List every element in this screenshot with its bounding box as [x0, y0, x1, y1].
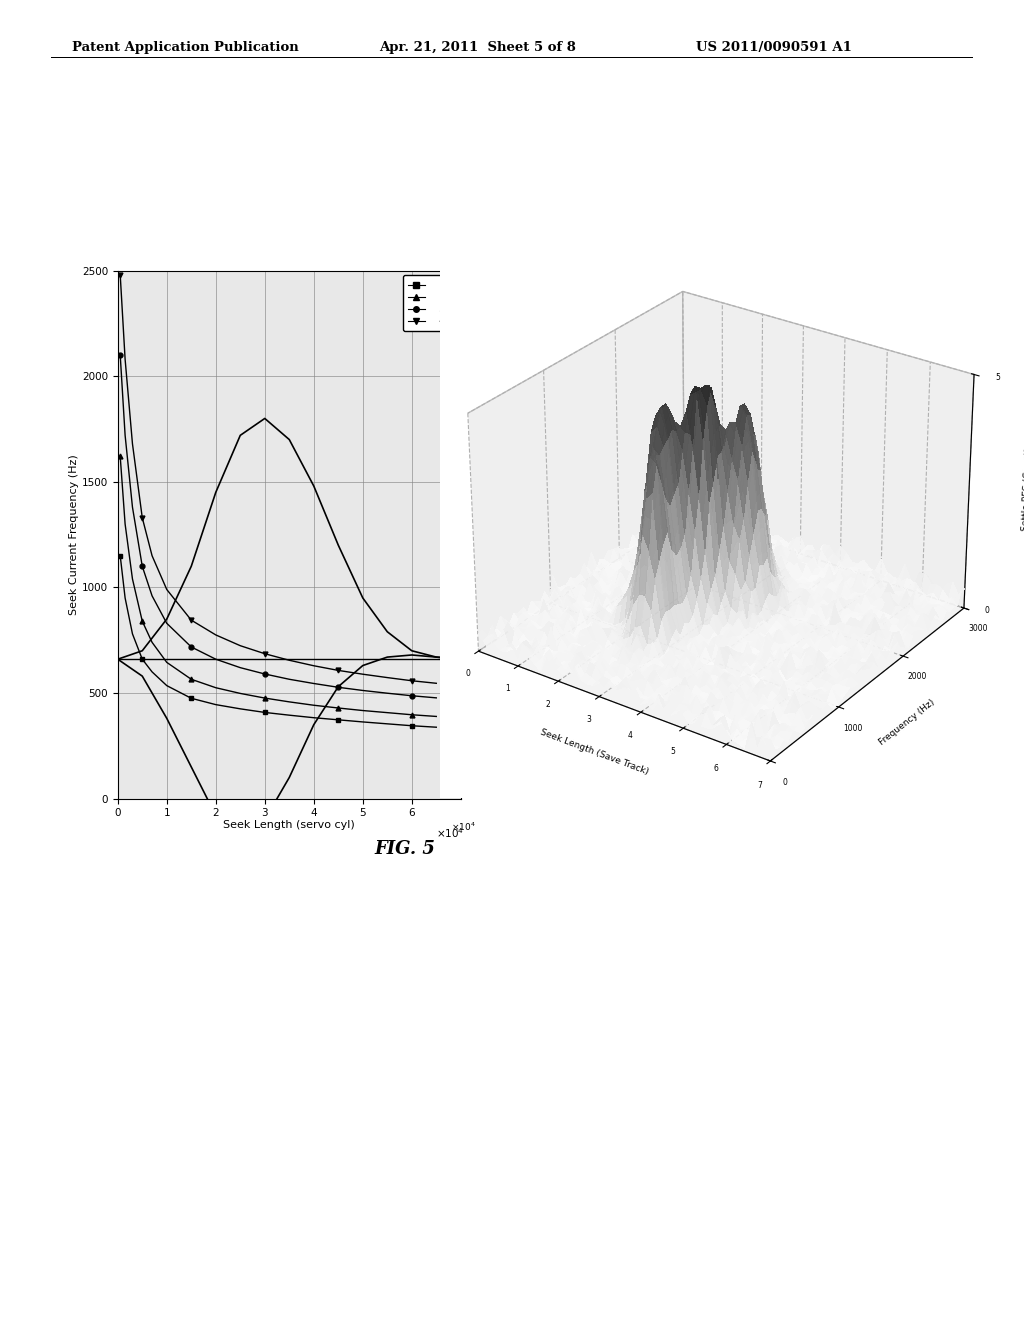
Text: FIG. 5: FIG. 5 [374, 840, 435, 858]
Text: US 2011/0090591 A1: US 2011/0090591 A1 [696, 41, 852, 54]
X-axis label: Seek Length (Save Track): Seek Length (Save Track) [539, 727, 649, 776]
X-axis label: Seek Length (servo cyl): Seek Length (servo cyl) [223, 820, 355, 830]
Legend:   1x,   2x,   3x,   4x: 1x, 2x, 3x, 4x [402, 276, 456, 331]
Y-axis label: Seek Current Frequency (Hz): Seek Current Frequency (Hz) [69, 454, 79, 615]
Text: Patent Application Publication: Patent Application Publication [72, 41, 298, 54]
Y-axis label: Frequency (Hz): Frequency (Hz) [878, 697, 937, 747]
Text: $\times 10^4$: $\times 10^4$ [452, 821, 476, 833]
Text: Apr. 21, 2011  Sheet 5 of 8: Apr. 21, 2011 Sheet 5 of 8 [379, 41, 575, 54]
Text: $\times 10^4$: $\times 10^4$ [436, 826, 464, 841]
